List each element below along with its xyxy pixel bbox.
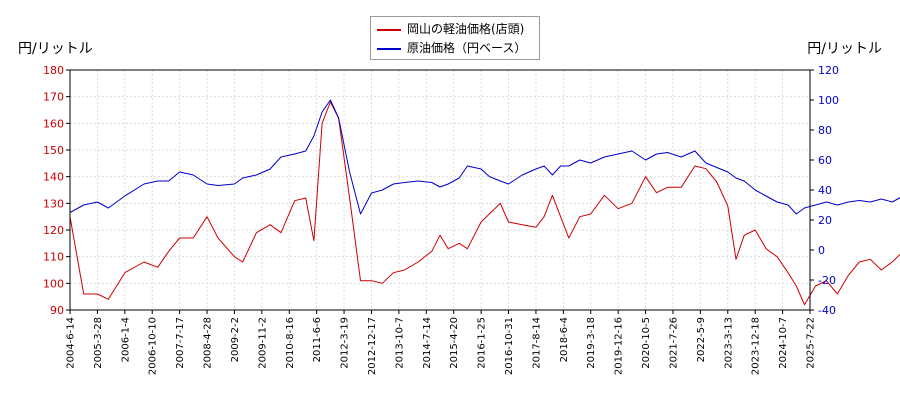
series-layer bbox=[69, 99, 900, 306]
left-tick-label: 90 bbox=[50, 304, 64, 317]
x-tick-label: 2025-7-22 bbox=[806, 317, 817, 369]
left-tick-label: 100 bbox=[43, 277, 64, 290]
x-tick-label: 2019-3-18 bbox=[586, 317, 597, 369]
x-tick-label: 2024-10-7 bbox=[778, 317, 789, 369]
legend-swatch-crude bbox=[377, 47, 401, 50]
right-tick-label: 0 bbox=[818, 244, 825, 257]
x-axis: 2004-6-14 2005-3-28 2006-1-4 2006-10-10 2007… bbox=[66, 310, 817, 375]
x-tick-label: 2012-3-19 bbox=[340, 317, 351, 369]
left-tick-label: 170 bbox=[43, 91, 64, 104]
x-tick-label: 2019-12-16 bbox=[614, 317, 625, 375]
legend-item-diesel: 岡山の軽油価格(店頭) bbox=[377, 20, 524, 38]
plot-frame bbox=[69, 69, 811, 311]
left-tick-label: 150 bbox=[43, 144, 64, 157]
right-tick-label: 20 bbox=[818, 214, 832, 227]
x-tick-label: 2010-8-16 bbox=[285, 317, 296, 369]
x-tick-label: 2009-11-2 bbox=[257, 317, 268, 369]
right-axis-unit: 円/リットル bbox=[807, 41, 882, 57]
right-tick-label: 100 bbox=[818, 94, 839, 107]
right-tick-label: 60 bbox=[818, 154, 832, 167]
legend-label-crude: 原油価格（円ベース） bbox=[407, 41, 527, 55]
left-axis-unit: 円/リットル bbox=[18, 41, 93, 57]
left-tick-label: 130 bbox=[43, 197, 64, 210]
legend-swatch-diesel bbox=[377, 28, 401, 31]
legend: 岡山の軽油価格(店頭) 原油価格（円ベース） bbox=[370, 16, 540, 60]
x-tick-label: 2012-12-17 bbox=[367, 317, 378, 375]
x-tick-label: 2018-6-4 bbox=[559, 317, 570, 362]
left-tick-label: 160 bbox=[43, 117, 64, 130]
legend-label-diesel: 岡山の軽油価格(店頭) bbox=[407, 22, 525, 36]
x-tick-label: 2008-4-28 bbox=[203, 317, 214, 369]
x-tick-label: 2023-12-18 bbox=[751, 317, 762, 375]
x-tick-label: 2005-3-28 bbox=[93, 317, 104, 369]
left-tick-label: 120 bbox=[43, 224, 64, 237]
series-line-diesel bbox=[69, 101, 900, 306]
x-tick-label: 2023-3-13 bbox=[723, 317, 734, 369]
right-axis: -40 -20 0 20 40 60 80 100 120 bbox=[810, 64, 839, 317]
x-tick-label: 2006-1-4 bbox=[120, 317, 131, 362]
x-tick-label: 2016-10-31 bbox=[504, 317, 515, 375]
right-tick-label: 120 bbox=[818, 64, 839, 77]
right-tick-label: 40 bbox=[818, 184, 832, 197]
x-tick-label: 2014-7-14 bbox=[422, 317, 433, 369]
x-tick-label: 2016-1-25 bbox=[477, 317, 488, 369]
x-tick-label: 2007-7-17 bbox=[175, 317, 186, 369]
legend-item-crude: 原油価格（円ベース） bbox=[377, 39, 526, 57]
left-axis: 90 100 110 120 130 140 150 160 170 180 bbox=[43, 64, 70, 317]
x-tick-label: 2017-8-14 bbox=[531, 317, 542, 369]
left-tick-label: 180 bbox=[43, 64, 64, 77]
x-tick-label: 2011-6-6 bbox=[312, 317, 323, 362]
x-tick-label: 2004-6-14 bbox=[66, 317, 77, 369]
x-tick-label: 2021-7-26 bbox=[668, 317, 679, 369]
series-line-crude bbox=[69, 99, 900, 215]
grid bbox=[69, 69, 811, 311]
left-tick-label: 140 bbox=[43, 171, 64, 184]
left-tick-label: 110 bbox=[43, 251, 64, 264]
x-tick-label: 2020-10-5 bbox=[641, 317, 652, 369]
x-tick-label: 2009-2-2 bbox=[230, 317, 241, 362]
x-tick-label: 2015-4-20 bbox=[449, 317, 460, 369]
right-tick-label: 80 bbox=[818, 124, 832, 137]
x-tick-label: 2022-5-9 bbox=[696, 317, 707, 362]
x-tick-label: 2006-10-10 bbox=[148, 317, 159, 375]
right-tick-label: -20 bbox=[818, 274, 836, 287]
right-tick-label: -40 bbox=[818, 304, 836, 317]
x-tick-label: 2013-10-7 bbox=[394, 317, 405, 369]
